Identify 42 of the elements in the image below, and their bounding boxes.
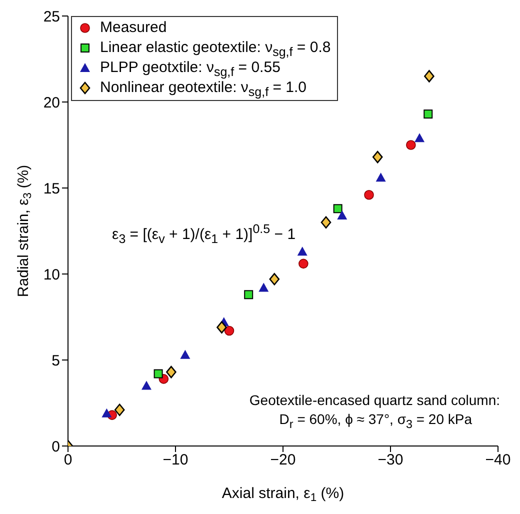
x-tick-label: −20 (270, 452, 296, 469)
y-tick-label: 10 (43, 266, 60, 284)
point (154, 369, 163, 378)
point (224, 326, 234, 336)
point (333, 204, 342, 214)
point (424, 70, 434, 82)
point (269, 273, 280, 286)
point (297, 246, 308, 256)
point (337, 210, 348, 220)
annotation: Geotextile-encased quartz sand column: (249, 391, 500, 409)
annotation: D$_{r}$ = 60%, ϕ ≈ 37°, σ$_{3}$ = 20 kPa (279, 410, 472, 431)
y-tick-label: 5 (52, 352, 60, 370)
point (364, 190, 374, 200)
point (102, 408, 112, 418)
legend-label: Nonlinear geotextile: ν$_{sg,f}$ = 1.0 (100, 79, 307, 99)
point (414, 133, 425, 142)
y-tick-label: 25 (43, 8, 60, 26)
point (141, 380, 152, 390)
x-tick-label: −40 (485, 452, 511, 469)
x-tick-label: −10 (162, 452, 188, 469)
y-tick-label: 15 (43, 180, 60, 198)
legend-label: Linear elastic geotextile: ν$_{sg,f}$ = 0.8 (100, 38, 331, 59)
point (320, 216, 332, 229)
point (166, 366, 176, 378)
y-tick-label: 0 (52, 438, 60, 456)
y-tick-label: 20 (43, 94, 60, 112)
point (180, 350, 190, 359)
point (258, 282, 269, 292)
x-tick-label: −30 (378, 452, 404, 469)
point (424, 110, 433, 119)
legend-label: PLPP geotxtile: ν$_{sg,f}$ = 0.55 (100, 59, 280, 79)
legend-label: Measured (100, 18, 167, 38)
text: ε$_{3}$ = [(ε$_{v}$ + 1)/(ε$_{1}$ + 1)]$^{0.5}$ − 1 (112, 222, 296, 246)
point (114, 404, 125, 416)
point (406, 140, 416, 150)
point (372, 150, 383, 164)
point (376, 172, 386, 182)
point (216, 321, 227, 334)
x-tick-label: 0 (64, 452, 72, 469)
point (298, 258, 308, 269)
x-axis-title: Axial strain, ε$_{1}$ (%) (222, 485, 344, 504)
point (244, 290, 254, 300)
